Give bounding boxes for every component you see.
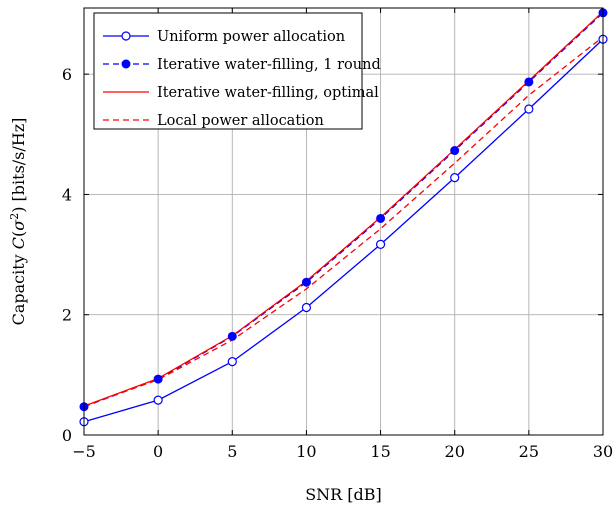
series-line-iterative-water-filling-optimal — [83, 11, 604, 407]
x-tick-labels: −5 0 5 10 15 20 25 30 — [72, 442, 613, 461]
x-tick-label: 5 — [227, 442, 237, 461]
x-tick-label: 20 — [445, 442, 465, 461]
y-tick-label: 4 — [62, 185, 72, 204]
series-line-uniform-power-allocation — [83, 38, 604, 423]
x-axis-label: SNR [dB] — [305, 485, 382, 504]
y-tick-label: 2 — [62, 306, 72, 325]
legend-label-iterative-water-filling-1-round: Iterative water-filling, 1 round — [157, 57, 381, 73]
data-point-uniform-power-allocation — [375, 239, 386, 249]
series-lines — [79, 8, 608, 427]
x-tick-label: −5 — [72, 442, 96, 461]
legend-marker-uniform-power-allocation — [121, 31, 131, 41]
data-point-iterative-water-filling-1-round — [227, 331, 237, 341]
legend-label-iterative-water-filling-optimal: Iterative water-filling, optimal — [157, 85, 379, 101]
legend: Uniform power allocation Iterative water-… — [93, 12, 381, 130]
data-point-uniform-power-allocation — [153, 395, 163, 405]
y-tick-label: 6 — [62, 65, 72, 84]
legend-label-local-power-allocation: Local power allocation — [157, 113, 324, 129]
ticks — [83, 8, 604, 436]
data-point-uniform-power-allocation — [227, 357, 237, 367]
y-tick-labels: 0 2 4 6 — [62, 65, 72, 445]
series-line-local-power-allocation — [83, 36, 604, 407]
data-point-iterative-water-filling-1-round — [153, 374, 163, 384]
plot-frame — [83, 7, 604, 436]
data-point-uniform-power-allocation — [301, 302, 312, 313]
x-tick-label: 10 — [296, 442, 316, 461]
x-tick-label: 25 — [519, 442, 539, 461]
legend-marker-iterative-water-filling-1-round — [121, 59, 131, 69]
y-axis-label: Capacity C(σ2) [bits/s/Hz] — [8, 118, 28, 326]
data-point-iterative-water-filling-1-round — [376, 213, 386, 223]
x-tick-label: 15 — [370, 442, 390, 461]
data-point-iterative-water-filling-1-round — [450, 146, 460, 156]
data-point-iterative-water-filling-1-round — [301, 277, 311, 287]
data-point-iterative-water-filling-1-round — [524, 77, 534, 87]
y-tick-label: 0 — [62, 426, 72, 445]
legend-label-uniform-power-allocation: Uniform power allocation — [157, 29, 345, 45]
x-tick-label: 0 — [153, 442, 163, 461]
data-point-uniform-power-allocation — [524, 104, 534, 114]
legend-box — [93, 12, 363, 130]
data-point-uniform-power-allocation — [450, 172, 460, 183]
x-tick-label: 30 — [593, 442, 613, 461]
